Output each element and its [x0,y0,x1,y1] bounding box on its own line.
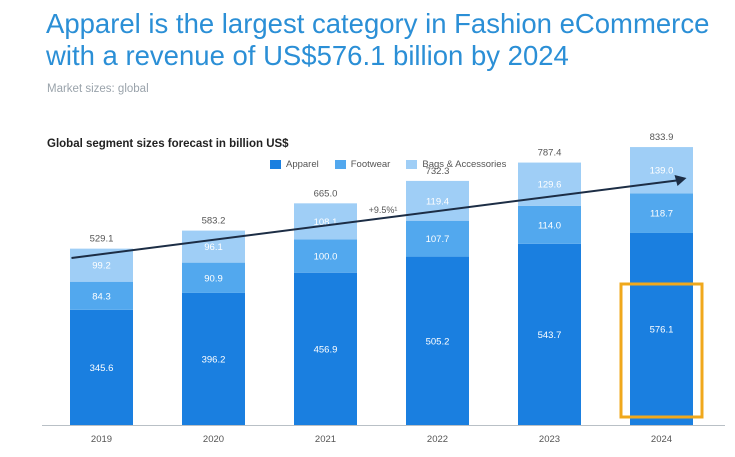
bar-value-label-2024-1: 118.7 [650,209,673,220]
bar-segment-2020-1 [182,262,245,293]
bar-value-label-2023-1: 114.0 [538,220,561,231]
bar-segment-2022-1 [406,220,469,257]
legend-item-footwear: Footwear [334,159,391,170]
bar-value-label-2024-2: 139.0 [650,166,674,177]
bar-segment-2024-1 [630,193,693,233]
legend-swatch-footwear [334,160,346,169]
bar-value-label-2022-1: 107.7 [426,234,450,245]
bar-value-label-2023-2: 129.6 [538,180,562,191]
bar-segment-2020-2 [182,230,245,263]
legend-item-apparel: Apparel [270,159,319,170]
trend-annotation: +9.5%¹ [369,205,398,215]
chart-title: Global segment sizes forecast in billion… [47,138,289,150]
bar-segment-2019-1 [70,281,133,310]
bar-value-label-2023-0: 543.7 [538,330,562,341]
x-tick-label-2020: 2020 [203,434,224,445]
bar-value-label-2019-0: 345.6 [90,363,114,374]
bar-segment-2023-1 [518,205,581,244]
bar-segment-2022-0 [406,256,469,425]
x-tick-label-2023: 2023 [539,434,560,445]
bar-total-label-2023: 787.4 [538,148,562,159]
highlight-frame-2024 [619,282,704,419]
bar-value-label-2019-1: 84.3 [92,291,111,302]
bar-segment-2021-2 [294,203,357,240]
bar-value-label-2020-2: 96.1 [204,242,223,253]
x-tick-label-2024: 2024 [651,434,672,445]
bar-value-label-2024-0: 576.1 [650,324,674,335]
legend-item-bags-accessories: Bags & Accessories [406,159,506,170]
bar-value-label-2021-1: 100.0 [314,252,338,263]
legend-swatch-apparel [270,160,281,169]
legend-label-footwear: Footwear [350,159,391,170]
bar-value-label-2022-2: 119.4 [426,196,449,207]
bar-segment-2021-0 [294,272,357,425]
bar-total-label-2022: 732.3 [426,166,450,177]
bar-segment-2020-0 [182,292,245,425]
bar-total-label-2019: 529.1 [90,234,114,245]
bar-value-label-2021-0: 456.9 [314,344,338,355]
bar-value-label-2021-2: 108.1 [314,217,338,228]
trend-arrow-head [674,175,687,186]
x-tick-label-2022: 2022 [427,434,448,445]
subtitle: Market sizes: global [47,83,149,95]
bar-value-label-2020-1: 90.9 [204,273,223,284]
chart-legend: Apparel Footwear Bags & Accessories [270,159,506,170]
x-tick-label-2021: 2021 [315,434,336,445]
page-title: Apparel is the largest category in Fashi… [46,8,726,72]
bar-segment-2021-1 [294,239,357,273]
bar-total-label-2021: 665.0 [314,188,338,199]
bar-segment-2023-0 [518,243,581,425]
legend-label-apparel: Apparel [286,159,319,170]
bar-total-label-2024: 833.9 [650,132,674,143]
x-tick-label-2019: 2019 [91,434,112,445]
title-line-2: with a revenue of US$576.1 billion by 20… [46,40,569,71]
trend-arrow-line [71,179,679,259]
legend-label-bags-accessories: Bags & Accessories [422,159,507,170]
bar-segment-2024-0 [630,232,693,425]
bar-segment-2019-0 [70,309,133,425]
bar-value-label-2019-2: 99.2 [92,261,111,272]
legend-swatch-bags-accessories [406,160,418,169]
bar-value-label-2020-0: 396.2 [202,354,226,365]
bar-value-label-2022-0: 505.2 [426,336,450,347]
title-line-1: Apparel is the largest category in Fashi… [46,8,710,39]
bar-total-label-2020: 583.2 [202,216,226,227]
